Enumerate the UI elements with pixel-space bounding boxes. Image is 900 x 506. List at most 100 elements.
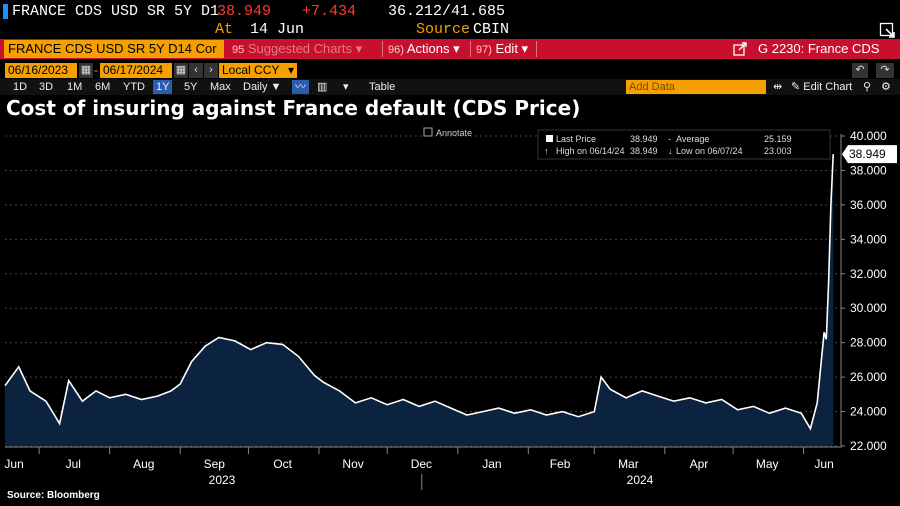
y-tick-label: 36.000 [850,198,887,212]
chart-title: Cost of insuring against France default … [6,96,581,120]
date-dash: - [94,63,98,77]
security-header: FRANCE CDS USD SR 5Y D1 38.949 +7.434 36… [0,0,900,22]
period-5y[interactable]: 5Y [184,81,198,93]
frequency-value: Daily [243,81,268,93]
chart-legend: Last Price 38.949 - Average 25.159 ↑ Hig… [537,129,831,160]
gear-icon[interactable]: ⚙ [881,81,891,93]
x-axis: Jun Jul Aug Sep Oct Nov Dec Jan Feb Mar Apr May Jun 2… [4,446,840,490]
chevron-down-icon: ▾ [287,63,294,77]
source-label: Source [416,21,471,38]
command-bar: FRANCE CDS USD SR 5Y D14 Cor 95 Suggeste… [0,39,900,59]
popout-icon[interactable] [879,22,895,38]
x-tick-label: Feb [550,457,571,471]
y-tick-label: 38.000 [850,163,887,177]
redo-icon[interactable]: ↷ [876,63,894,78]
edit-chart-button[interactable]: ✎ Edit Chart [791,81,853,93]
separator [470,41,471,57]
period-1m[interactable]: 1M [67,81,83,93]
x-tick-label: Mar [618,457,639,471]
security-subheader: At 14 Jun Source CBIN [0,20,900,38]
x-tick-label: Nov [342,457,363,471]
period-6m[interactable]: 6M [95,81,111,93]
year-label: 2024 [627,473,654,487]
currency-value: Local CCY [222,63,280,77]
price-range: 36.212/41.685 [388,3,506,20]
frequency-select[interactable]: Daily ▼ [243,81,282,93]
cds-price-chart[interactable]: 22.000 24.000 26.000 28.000 30.000 32.000 34.0… [0,124,900,492]
period-1y[interactable]: 1Y [153,80,173,94]
source-value: CBIN [473,21,510,38]
legend-high-marker: ↑ [544,146,549,156]
more-icon[interactable]: ▾ [343,81,349,93]
edit-chart-label: Edit Chart [803,81,853,93]
security-name[interactable]: FRANCE CDS USD SR 5Y D1 [12,3,220,20]
period-max[interactable]: Max [210,81,231,93]
table-button[interactable]: Table [369,81,396,93]
x-tick-label: Oct [273,457,292,471]
prev-period-icon[interactable]: ‹ [189,63,203,78]
legend-last-label: Last Price [556,134,596,144]
edit-button[interactable]: 97) Edit ▾ [476,41,529,56]
legend-low-value: 23.003 [764,146,792,156]
annotate-button[interactable]: Annotate [423,127,472,138]
x-tick-label: Dec [411,457,432,471]
ticker-input[interactable]: FRANCE CDS USD SR 5Y D14 Cor [4,40,224,58]
end-calendar-icon[interactable]: ▦ [174,63,188,78]
source-note: Source: Bloomberg [7,490,100,501]
annotate-label: Annotate [436,128,472,138]
x-tick-label: Jan [482,457,501,471]
start-calendar-icon[interactable]: ▦ [79,63,93,78]
currency-select[interactable]: Local CCY ▾ [219,63,297,78]
x-tick-label: Aug [133,457,154,471]
legend-average-value: 25.159 [764,134,792,144]
x-tick-label: Jun [814,457,833,471]
at-date: 14 Jun [250,21,305,38]
period-1d[interactable]: 1D [13,81,28,93]
date-range-row: 06/16/2023 ▦ - 06/17/2024 ▦ ‹ › Local CC… [0,62,900,79]
add-data-input[interactable]: Add Data [626,80,766,94]
function-label: G 2230: France CDS [758,41,880,56]
legend-average-marker: - [668,134,671,144]
price-area [5,154,834,446]
actions-button[interactable]: 96) Actions ▾ [388,41,460,56]
chart-style-icon[interactable]: ▥ [317,81,328,93]
y-axis: 22.000 24.000 26.000 28.000 30.000 32.000 34.0… [840,129,887,453]
x-tick-label: Jun [4,457,23,471]
last-value-tag-shape [842,145,897,164]
y-tick-label: 30.000 [850,301,887,315]
undo-icon[interactable]: ↶ [852,63,868,78]
legend-high-value: 38.949 [630,146,658,156]
period-ytd[interactable]: YTD [123,81,145,93]
legend-average-label: Average [676,134,709,144]
last-price: 38.949 [217,3,272,20]
line-chart-icon[interactable]: 〰 [292,80,309,94]
last-value-tag-text: 38.949 [849,147,886,161]
edit-label: Edit [495,41,518,56]
y-tick-label: 28.000 [850,336,887,350]
security-marker [3,4,8,19]
suggested-charts-button[interactable]: 95 Suggested Charts ▾ [232,41,363,56]
price-line [4,154,834,431]
edit-num: 97) [476,44,492,56]
zoom-icon[interactable]: ⚲ [863,81,872,93]
separator [382,41,383,57]
next-period-icon[interactable]: › [204,63,218,78]
separator [536,41,537,57]
y-tick-label: 26.000 [850,370,887,384]
arrows-icon[interactable]: ⇹ [773,81,783,93]
suggested-charts-num: 95 [232,44,245,56]
x-tick-label: Sep [204,457,226,471]
legend-low-marker: ↓ [668,146,673,156]
actions-label: Actions [406,41,450,56]
launch-icon[interactable] [733,42,747,56]
y-tick-label: 24.000 [850,405,887,419]
year-label: 2023 [209,473,236,487]
y-tick-label: 22.000 [850,439,887,453]
end-date-input[interactable]: 06/17/2024 [100,63,172,78]
period-3d[interactable]: 3D [39,81,54,93]
x-tick-label: Jul [66,457,81,471]
start-date-input[interactable]: 06/16/2023 [5,63,77,78]
actions-num: 96) [388,44,404,56]
x-tick-label: Apr [690,457,709,471]
y-tick-label: 32.000 [850,267,887,281]
